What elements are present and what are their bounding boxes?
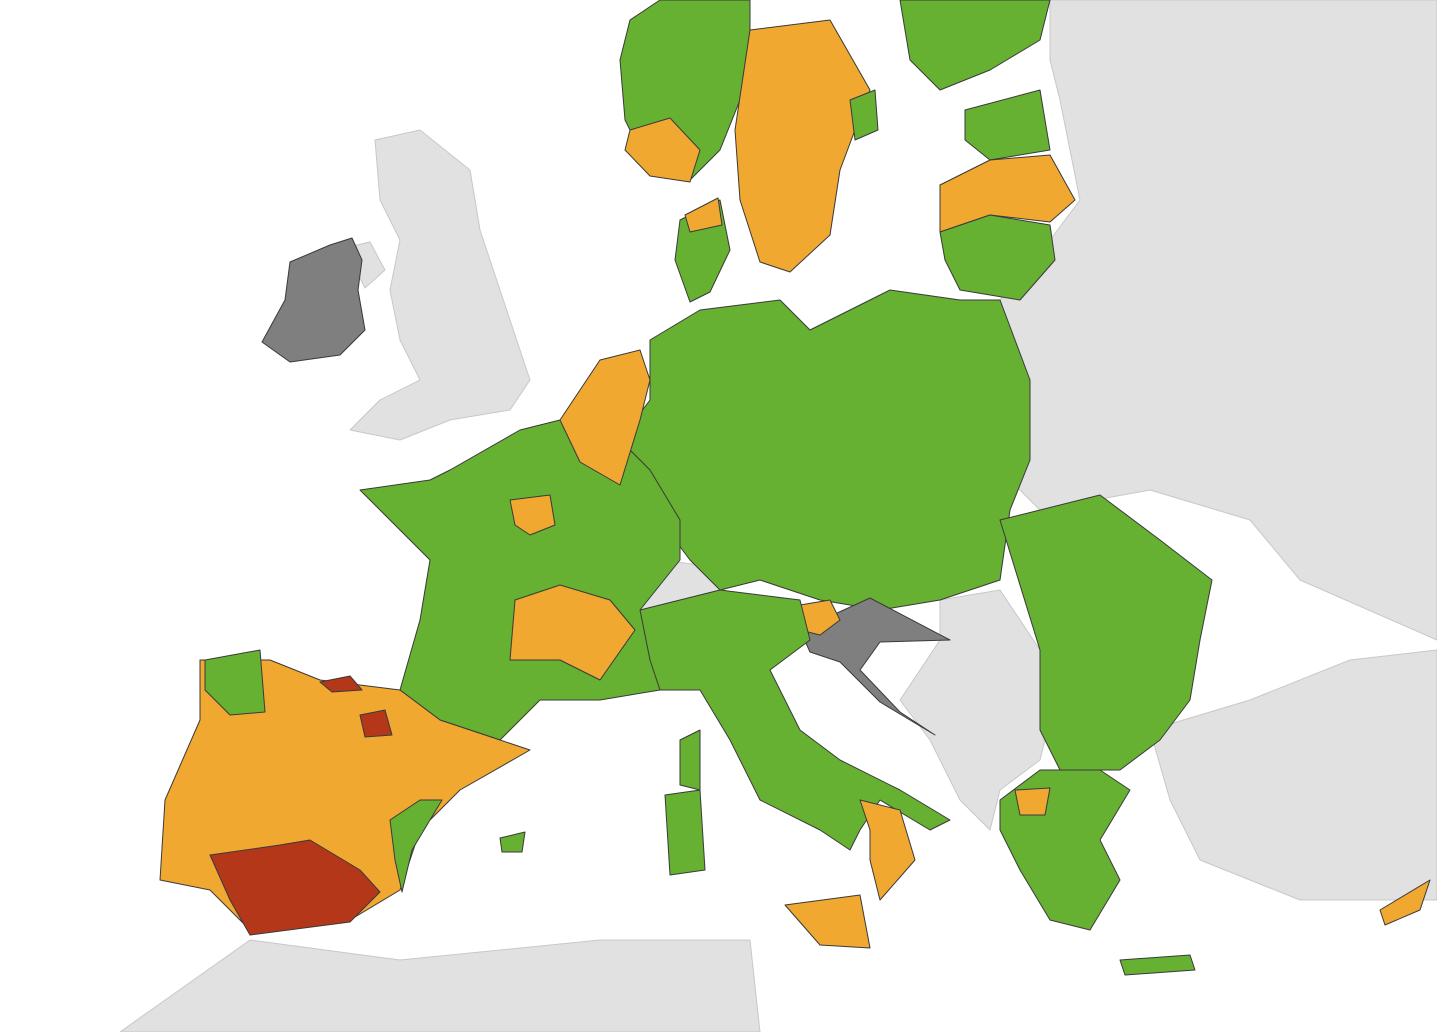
region-benelux	[559, 349, 651, 486]
region-galicia	[204, 649, 266, 716]
region-andalucia	[209, 839, 381, 936]
region-croatia	[799, 597, 951, 736]
region-sweden	[734, 19, 871, 273]
region-sicily	[784, 894, 871, 949]
region-norway-south	[624, 117, 701, 183]
region-sweden-south-east	[849, 89, 879, 141]
region-italy	[639, 589, 951, 851]
region-spain-north-1	[319, 675, 363, 693]
region-uk	[349, 129, 531, 441]
region-france-centre	[509, 584, 636, 681]
region-turkey	[1149, 649, 1437, 901]
region-france-paris	[509, 494, 556, 536]
region-france	[359, 419, 681, 741]
region-cyprus	[1379, 879, 1431, 926]
region-calabria	[859, 799, 916, 901]
region-spain-north-2	[359, 709, 393, 738]
region-north-africa	[119, 939, 761, 1032]
region-finland	[899, 0, 1051, 91]
region-central-europe	[619, 289, 1031, 611]
region-crete	[1119, 954, 1196, 976]
map-regions-layer	[119, 0, 1437, 1032]
region-balkans	[899, 589, 1051, 831]
region-balearics	[499, 831, 526, 853]
region-corsica	[679, 729, 701, 791]
region-greece-region	[1014, 787, 1051, 816]
region-romania-bulgaria	[999, 494, 1213, 771]
region-ireland	[261, 237, 366, 363]
region-sardinia	[664, 789, 706, 876]
region-lithuania	[939, 214, 1056, 301]
region-valencia	[389, 799, 443, 893]
region-denmark-north	[684, 197, 723, 233]
region-estonia	[964, 89, 1051, 161]
